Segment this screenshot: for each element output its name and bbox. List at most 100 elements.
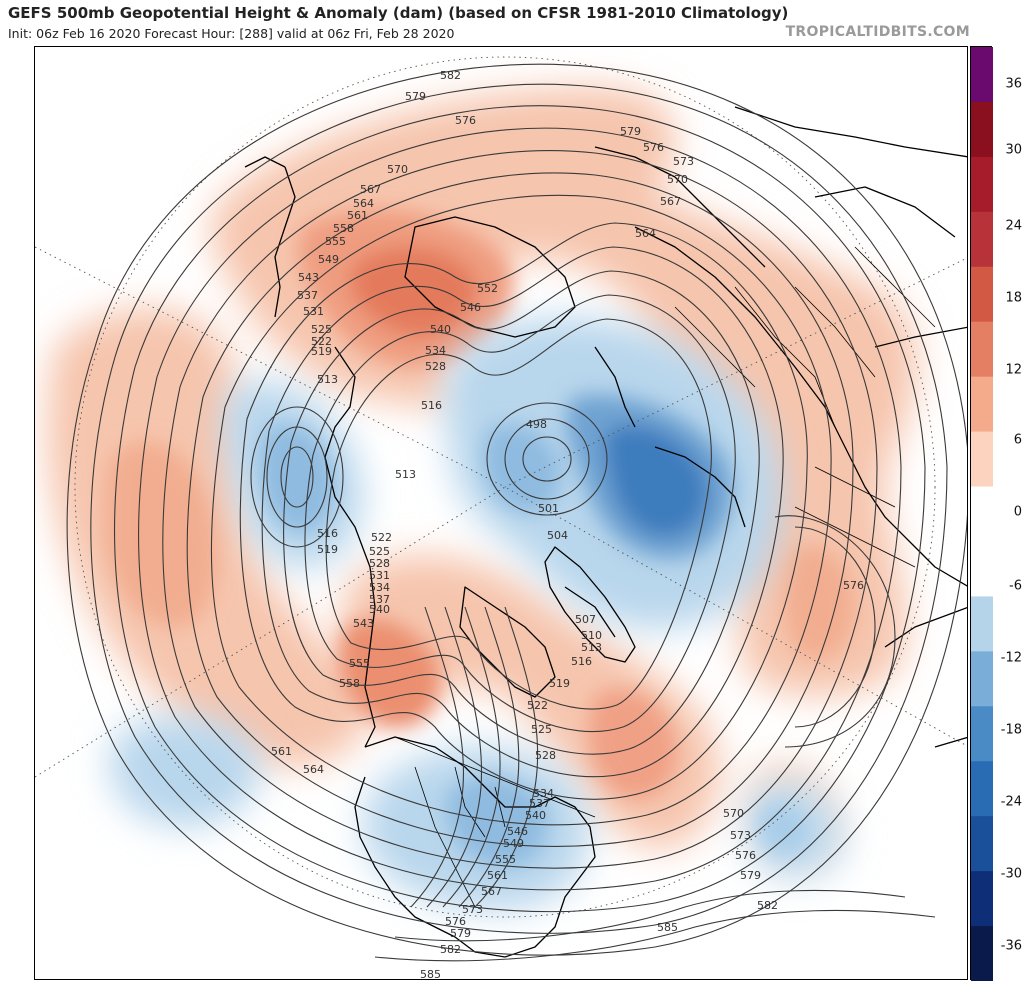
contour-label: 573 bbox=[730, 829, 751, 842]
colorbar-tick-label: -6 bbox=[1009, 578, 1022, 594]
contour-label: 570 bbox=[387, 163, 408, 176]
contour-label: 519 bbox=[317, 543, 338, 556]
contour-label: 558 bbox=[339, 677, 360, 690]
contour-label: 537 bbox=[369, 593, 390, 606]
colorbar-swatch bbox=[971, 266, 993, 323]
contour-label: 522 bbox=[371, 531, 392, 544]
contour-label: 582 bbox=[440, 69, 461, 82]
contour-label: 585 bbox=[420, 968, 441, 980]
contour-label: 561 bbox=[271, 745, 292, 758]
contour-label: 567 bbox=[360, 183, 381, 196]
contour-label: 558 bbox=[333, 222, 354, 235]
contour-label: 555 bbox=[495, 853, 516, 866]
colorbar-tick-label: -30 bbox=[1000, 866, 1022, 882]
contour-label: 555 bbox=[349, 657, 370, 670]
contour-label: 525 bbox=[369, 545, 390, 558]
contour-label: 522 bbox=[527, 699, 548, 712]
colorbar-swatch bbox=[971, 871, 993, 927]
contour-label: 576 bbox=[445, 915, 466, 928]
contour-label: 501 bbox=[538, 502, 559, 515]
colorbar-swatch bbox=[971, 816, 993, 872]
contour-label: 576 bbox=[843, 579, 864, 592]
height-contours bbox=[66, 63, 967, 962]
colorbar-labels: 36 30 24 18 12 6 0 -6 -12 -18 -24 -30 -36 bbox=[994, 46, 1024, 980]
political-borders bbox=[394, 246, 936, 908]
negative-anomaly-core bbox=[260, 395, 811, 867]
contour-label: 582 bbox=[440, 943, 461, 956]
colorbar-tick-label: 0 bbox=[1013, 504, 1022, 520]
contour-label: 540 bbox=[430, 323, 451, 336]
contour-label: 576 bbox=[735, 849, 756, 862]
contour-label: 579 bbox=[740, 869, 761, 882]
contour-label: 516 bbox=[317, 527, 338, 540]
contour-label: 582 bbox=[757, 899, 778, 912]
contour-label: 549 bbox=[318, 253, 339, 266]
contour-label: 561 bbox=[487, 869, 508, 882]
contour-label: 579 bbox=[450, 927, 471, 940]
colorbar-swatch bbox=[971, 651, 993, 707]
colorbar-swatch bbox=[971, 321, 993, 378]
colorbar-tick-label: 6 bbox=[1013, 432, 1022, 448]
contour-label: 573 bbox=[673, 155, 694, 168]
map-panel: 582 579 576 579 576 573 570 567 564 570 567 564 561 5… bbox=[34, 46, 968, 980]
contour-label: 543 bbox=[353, 617, 374, 630]
contour-label: 570 bbox=[723, 807, 744, 820]
colorbar-tick-label: 36 bbox=[1005, 76, 1022, 92]
colorbar-tick-label: -18 bbox=[1000, 722, 1022, 738]
contour-label: 552 bbox=[477, 282, 498, 295]
contour-label: 504 bbox=[547, 529, 568, 542]
contour-label: 507 bbox=[575, 613, 596, 626]
colorbar-swatch bbox=[971, 596, 993, 652]
page-title: GEFS 500mb Geopotential Height & Anomaly… bbox=[8, 4, 789, 22]
contour-label: 510 bbox=[581, 629, 602, 642]
contour-label: 567 bbox=[481, 885, 502, 898]
contour-label: 531 bbox=[369, 569, 390, 582]
contour-label: 576 bbox=[455, 114, 476, 127]
contour-label: 498 bbox=[526, 418, 547, 431]
contour-label: 585 bbox=[657, 921, 678, 934]
colorbar-tick-label: -12 bbox=[1000, 650, 1022, 666]
contour-label: 513 bbox=[317, 373, 338, 386]
contour-label: 540 bbox=[525, 809, 546, 822]
contour-label: 525 bbox=[531, 723, 552, 736]
colorbar-swatch bbox=[971, 376, 993, 433]
contour-label: 522 bbox=[311, 335, 332, 348]
contour-label: 537 bbox=[297, 289, 318, 302]
brand-watermark: TROPICALTIDBITS.COM bbox=[785, 24, 970, 40]
colorbar-swatch bbox=[971, 486, 993, 542]
init-forecast-info: Init: 06z Feb 16 2020 Forecast Hour: [28… bbox=[8, 26, 455, 41]
contour-label: 573 bbox=[462, 903, 483, 916]
colorbar-tick-label: 30 bbox=[1005, 142, 1022, 158]
graticule bbox=[35, 56, 967, 918]
contour-label: 528 bbox=[535, 749, 556, 762]
contour-label: 540 bbox=[369, 603, 390, 616]
contour-label: 564 bbox=[353, 197, 374, 210]
contour-label: 516 bbox=[571, 655, 592, 668]
colorbar-swatch bbox=[971, 761, 993, 817]
contour-label: 534 bbox=[425, 344, 446, 357]
contour-label: 570 bbox=[667, 173, 688, 186]
colorbar-swatch bbox=[971, 47, 993, 103]
contour-label: 528 bbox=[369, 557, 390, 570]
contour-label: 531 bbox=[303, 305, 324, 318]
contour-label: 516 bbox=[421, 399, 442, 412]
colorbar-swatch bbox=[971, 706, 993, 762]
anomaly-colorbar bbox=[970, 46, 993, 981]
colorbar-swatch bbox=[971, 541, 993, 597]
map-svg: 5825795765795765735705675645705675645615… bbox=[35, 56, 967, 980]
contour-label: 555 bbox=[325, 235, 346, 248]
contour-label: 513 bbox=[581, 641, 602, 654]
contour-label: 567 bbox=[660, 195, 681, 208]
colorbar-tick-label: -36 bbox=[1000, 938, 1022, 954]
contour-label: 537 bbox=[529, 797, 550, 810]
colorbar-swatch bbox=[971, 211, 993, 268]
contour-label: 564 bbox=[303, 763, 324, 776]
contour-label: 546 bbox=[460, 301, 481, 314]
contour-label: 519 bbox=[311, 345, 332, 358]
contour-label: 579 bbox=[405, 90, 426, 103]
contour-label: 576 bbox=[643, 141, 664, 154]
colorbar-swatch bbox=[971, 101, 993, 158]
contour-label: 513 bbox=[395, 468, 416, 481]
contour-label: 546 bbox=[507, 825, 528, 838]
contour-label: 534 bbox=[369, 581, 390, 594]
